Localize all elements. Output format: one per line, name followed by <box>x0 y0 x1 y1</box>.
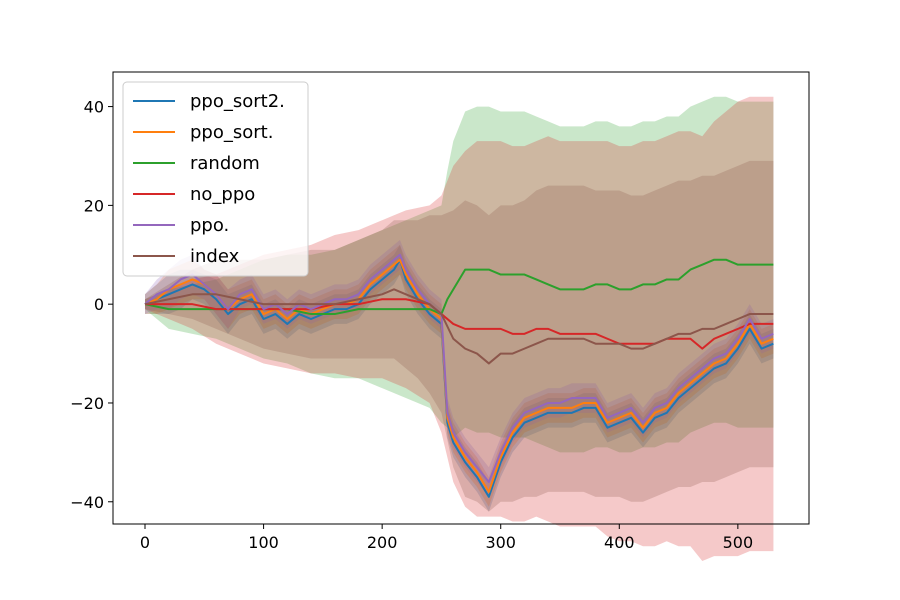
band-random <box>145 96 774 453</box>
x-tick-label: 300 <box>485 533 516 552</box>
series-lines <box>144 253 774 498</box>
x-tick-label: 200 <box>367 533 398 552</box>
legend-label-random: random <box>190 153 260 174</box>
series-line-index <box>144 288 774 365</box>
x-tick-label: 0 <box>140 533 150 552</box>
legend-label-ppo-sort2: ppo_sort2. <box>190 91 285 112</box>
legend-label-ppo: ppo. <box>190 215 229 236</box>
y-tick-label: 0 <box>94 295 104 314</box>
y-tick-label: −20 <box>70 394 104 413</box>
x-tick-label: 400 <box>604 533 635 552</box>
x-tick-label: 100 <box>248 533 279 552</box>
x-axis: 0 100 200 300 400 500 <box>140 524 753 552</box>
y-tick-label: 20 <box>84 196 104 215</box>
band-no-ppo <box>145 96 774 562</box>
y-tick-label: 40 <box>84 98 104 117</box>
legend: ppo_sort2. ppo_sort.random no_ppo ppo. index <box>122 81 309 277</box>
legend-label-ppo-sort: ppo_sort. <box>190 122 273 143</box>
plot-frame <box>112 71 810 525</box>
series-line-ppo-sort <box>144 258 774 493</box>
series-line-random <box>144 258 774 316</box>
y-tick-label: −40 <box>70 493 104 512</box>
legend-label-no-ppo: no_ppo <box>190 184 255 205</box>
legend-label-index: index <box>190 246 240 267</box>
legend-box <box>122 81 309 277</box>
y-axis: −40 −20 0 20 40 <box>70 98 113 512</box>
x-tick-label: 500 <box>723 533 754 552</box>
series-line-ppo <box>144 253 774 484</box>
